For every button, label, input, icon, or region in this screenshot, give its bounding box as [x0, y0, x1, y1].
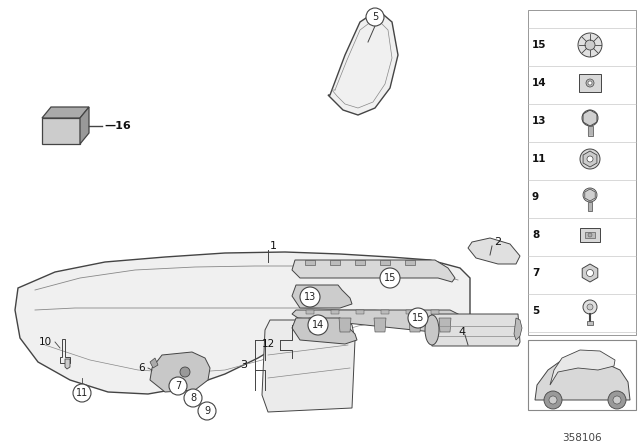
Polygon shape	[292, 260, 455, 282]
Circle shape	[408, 308, 428, 328]
Bar	[431, 310, 439, 314]
Text: 10: 10	[39, 337, 52, 347]
Text: —16: —16	[104, 121, 131, 131]
Polygon shape	[582, 264, 598, 282]
Bar	[356, 310, 364, 314]
Circle shape	[308, 315, 328, 335]
Bar	[528, 10, 636, 335]
Circle shape	[585, 40, 595, 50]
Bar	[580, 228, 600, 242]
Text: 7: 7	[532, 268, 540, 278]
Circle shape	[380, 268, 400, 288]
Bar	[305, 260, 315, 265]
Polygon shape	[292, 318, 357, 344]
Circle shape	[587, 156, 593, 162]
Circle shape	[613, 396, 621, 404]
Text: 11: 11	[76, 388, 88, 398]
Text: 4: 4	[458, 327, 465, 337]
Circle shape	[549, 396, 557, 404]
Bar	[588, 202, 592, 211]
Text: 9: 9	[532, 192, 539, 202]
Polygon shape	[65, 359, 70, 369]
Bar	[380, 260, 390, 265]
Text: 5: 5	[532, 306, 540, 316]
Polygon shape	[550, 350, 615, 385]
Bar	[381, 310, 389, 314]
Polygon shape	[150, 352, 210, 392]
Bar	[331, 310, 339, 314]
Polygon shape	[409, 318, 421, 332]
Text: 1: 1	[270, 241, 277, 251]
Polygon shape	[328, 10, 398, 115]
Ellipse shape	[425, 315, 439, 345]
Circle shape	[588, 233, 592, 237]
Bar	[405, 260, 415, 265]
Polygon shape	[430, 314, 520, 346]
Polygon shape	[262, 320, 355, 412]
Bar	[585, 232, 595, 238]
Bar	[330, 260, 340, 265]
Bar	[587, 321, 593, 325]
Text: 7: 7	[175, 381, 181, 391]
Bar	[355, 260, 365, 265]
Text: 5: 5	[372, 12, 378, 22]
Polygon shape	[292, 285, 352, 308]
Circle shape	[366, 8, 384, 26]
Circle shape	[587, 304, 593, 310]
Bar	[528, 340, 636, 410]
Circle shape	[169, 377, 187, 395]
Polygon shape	[292, 310, 465, 334]
Circle shape	[198, 402, 216, 420]
Text: 3: 3	[241, 360, 248, 370]
Text: 8: 8	[190, 393, 196, 403]
Circle shape	[608, 391, 626, 409]
Text: 15: 15	[532, 40, 547, 50]
Polygon shape	[583, 151, 597, 167]
Text: 14: 14	[532, 78, 547, 88]
Bar	[579, 74, 601, 92]
Text: 15: 15	[412, 313, 424, 323]
Text: 2: 2	[494, 237, 501, 247]
Polygon shape	[468, 238, 520, 264]
Circle shape	[180, 367, 190, 377]
Text: 13: 13	[532, 116, 547, 126]
Circle shape	[578, 33, 602, 57]
Circle shape	[582, 110, 598, 126]
Circle shape	[184, 389, 202, 407]
Polygon shape	[42, 107, 89, 118]
Circle shape	[544, 391, 562, 409]
Circle shape	[300, 287, 320, 307]
Bar	[588, 126, 593, 136]
Circle shape	[586, 79, 594, 87]
Polygon shape	[374, 318, 386, 332]
Polygon shape	[339, 318, 351, 332]
Polygon shape	[150, 358, 158, 368]
Bar	[306, 310, 314, 314]
Text: 8: 8	[532, 230, 540, 240]
Polygon shape	[535, 358, 630, 400]
Bar	[406, 310, 414, 314]
Circle shape	[586, 270, 593, 276]
Circle shape	[580, 149, 600, 169]
Text: 13: 13	[304, 292, 316, 302]
Polygon shape	[514, 318, 522, 340]
Polygon shape	[439, 318, 451, 332]
Text: 12: 12	[262, 339, 275, 349]
Text: 15: 15	[384, 273, 396, 283]
Bar	[42, 118, 80, 144]
Polygon shape	[309, 318, 321, 332]
Text: 358106: 358106	[562, 433, 602, 443]
Polygon shape	[15, 252, 470, 394]
Circle shape	[583, 188, 597, 202]
Text: 9: 9	[204, 406, 210, 416]
Text: 14: 14	[312, 320, 324, 330]
Text: 11: 11	[532, 154, 547, 164]
Polygon shape	[80, 107, 89, 144]
Text: 6: 6	[139, 363, 145, 373]
Circle shape	[583, 300, 597, 314]
Circle shape	[73, 384, 91, 402]
Circle shape	[588, 81, 592, 85]
